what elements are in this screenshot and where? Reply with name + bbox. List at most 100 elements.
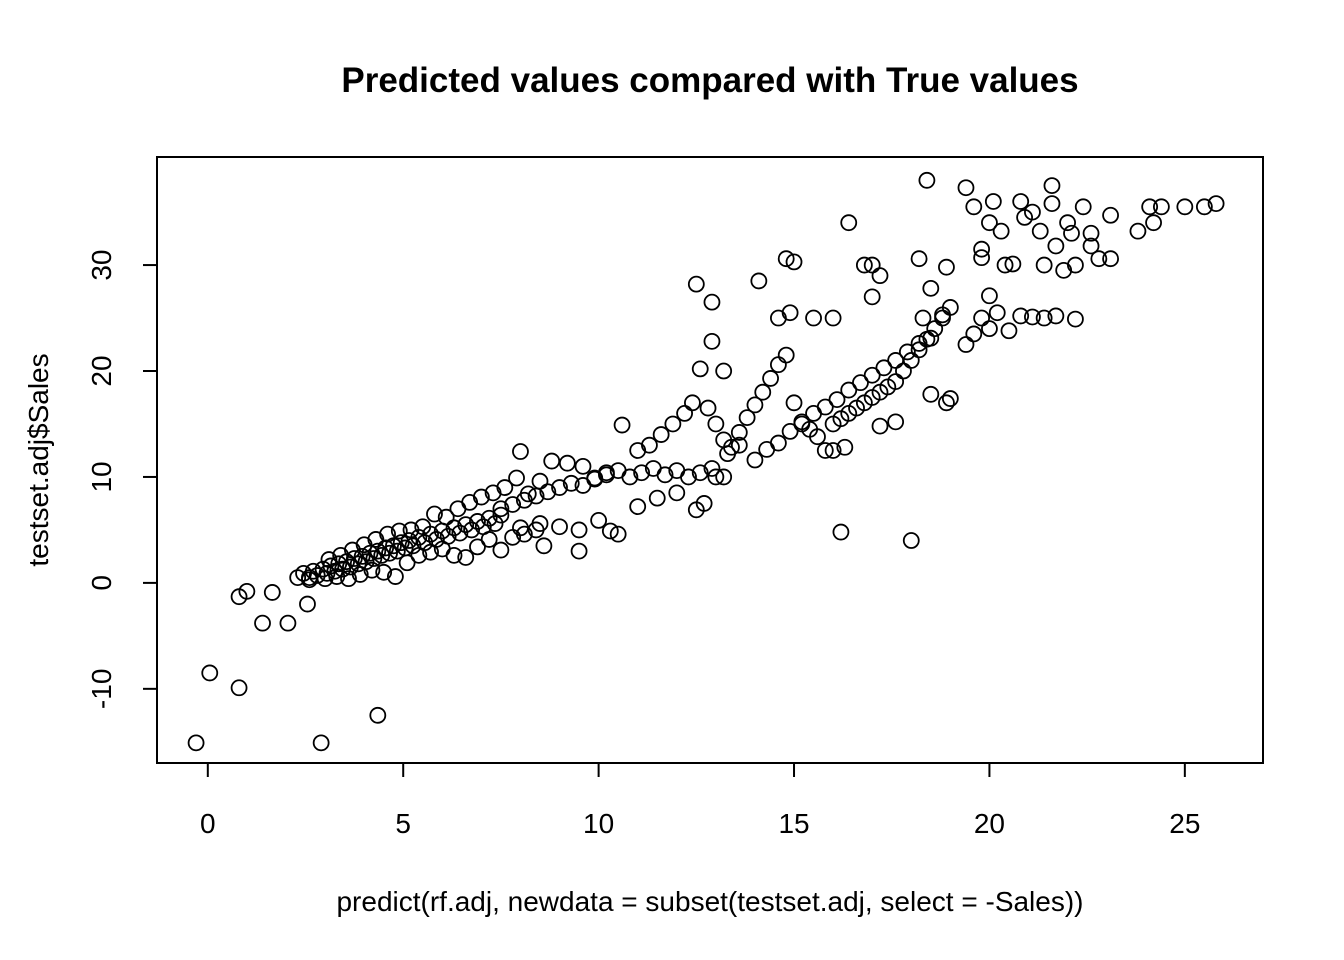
data-point xyxy=(320,551,338,568)
data-point xyxy=(558,454,576,472)
x-tick-label: 0 xyxy=(200,808,216,839)
data-point xyxy=(621,468,639,486)
data-point xyxy=(840,381,858,399)
data-point xyxy=(996,256,1014,274)
data-point xyxy=(781,304,799,322)
data-point xyxy=(934,306,951,324)
data-point xyxy=(641,436,658,454)
x-tick-label: 10 xyxy=(583,808,614,839)
y-tick-label: -10 xyxy=(86,669,117,709)
data-point xyxy=(938,394,955,412)
data-point xyxy=(308,567,326,584)
data-point xyxy=(988,304,1006,322)
data-point xyxy=(1152,198,1170,216)
data-point xyxy=(512,443,529,460)
data-point xyxy=(590,511,608,529)
data-point xyxy=(715,362,733,380)
data-point xyxy=(512,519,529,537)
data-point xyxy=(562,474,580,492)
data-point xyxy=(1035,309,1053,327)
data-point xyxy=(738,409,756,427)
y-tick-label: 0 xyxy=(86,575,117,591)
data-point xyxy=(457,549,475,566)
data-point xyxy=(809,428,826,446)
data-point xyxy=(707,468,725,486)
data-point xyxy=(664,415,682,433)
data-points xyxy=(187,171,1225,752)
data-point xyxy=(1102,250,1119,268)
data-point xyxy=(480,531,498,548)
data-point xyxy=(898,343,916,361)
y-axis-label: testset.adj$Sales xyxy=(23,353,54,566)
data-point xyxy=(863,366,881,384)
y-tick-label: 10 xyxy=(86,461,117,492)
data-point xyxy=(750,272,768,290)
data-point xyxy=(981,320,998,338)
x-axis: 0 5 10 15 20 25 xyxy=(200,763,1200,839)
data-point xyxy=(781,422,799,440)
data-point xyxy=(676,404,693,422)
data-point xyxy=(691,464,709,482)
x-tick-label: 20 xyxy=(974,808,1005,839)
data-point xyxy=(918,171,936,189)
data-point xyxy=(769,356,787,374)
data-point xyxy=(402,521,420,539)
data-point xyxy=(910,250,928,268)
data-point xyxy=(1082,224,1100,242)
data-point xyxy=(1024,308,1041,326)
data-point xyxy=(1145,214,1162,232)
data-point xyxy=(785,253,803,271)
data-point xyxy=(1067,256,1084,274)
data-point xyxy=(746,396,764,414)
data-point xyxy=(316,570,334,588)
data-point xyxy=(836,438,854,456)
data-point xyxy=(1063,224,1080,242)
data-point xyxy=(457,516,475,534)
data-point xyxy=(449,500,467,518)
x-tick-label: 25 xyxy=(1169,808,1200,839)
data-point xyxy=(263,584,281,601)
data-point xyxy=(361,544,379,562)
data-point xyxy=(314,560,332,578)
data-point xyxy=(570,521,588,539)
data-point xyxy=(957,179,975,197)
data-point xyxy=(965,325,983,343)
data-point xyxy=(598,466,615,484)
data-point xyxy=(992,222,1010,240)
y-axis: -10 0 10 20 30 xyxy=(86,249,157,709)
data-point xyxy=(758,441,776,458)
data-point xyxy=(895,362,912,380)
data-point xyxy=(369,706,387,724)
data-point xyxy=(973,240,991,258)
data-point xyxy=(816,442,834,459)
data-point xyxy=(910,341,928,359)
data-point xyxy=(902,532,920,549)
data-point xyxy=(496,479,514,496)
data-point xyxy=(902,352,920,369)
data-point xyxy=(715,468,733,486)
x-tick-label: 5 xyxy=(395,808,411,839)
data-point xyxy=(922,329,940,347)
data-point xyxy=(973,309,991,327)
data-point xyxy=(340,570,357,588)
data-point xyxy=(515,491,533,509)
data-point xyxy=(703,293,721,311)
data-point xyxy=(719,445,736,463)
data-point xyxy=(973,249,991,267)
data-point xyxy=(805,404,822,422)
data-point xyxy=(1004,255,1022,273)
data-point xyxy=(390,522,408,540)
data-point xyxy=(887,352,905,369)
data-point xyxy=(613,416,631,434)
data-point xyxy=(816,398,834,416)
data-point xyxy=(629,498,647,516)
plot-frame xyxy=(156,156,1264,764)
data-point xyxy=(504,496,522,513)
data-point xyxy=(410,546,428,564)
data-point xyxy=(535,537,553,555)
data-point xyxy=(887,373,905,391)
data-point xyxy=(328,568,346,585)
y-tick-label: 20 xyxy=(86,355,117,386)
data-point xyxy=(492,506,510,524)
